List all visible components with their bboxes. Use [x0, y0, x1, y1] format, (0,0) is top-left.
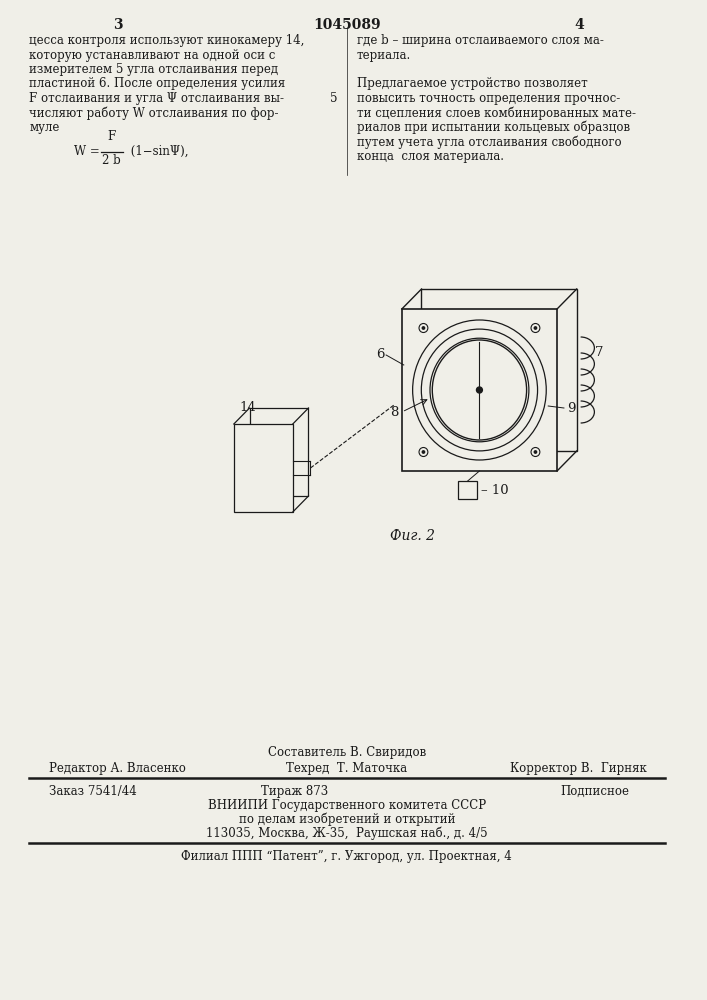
Text: ВНИИПИ Государственного комитета СССР: ВНИИПИ Государственного комитета СССР [208, 799, 486, 812]
Text: путем учета угла отслаивания свободного: путем учета угла отслаивания свободного [356, 135, 621, 149]
Text: цесса контроля используют кинокамеру 14,: цесса контроля используют кинокамеру 14, [30, 34, 305, 47]
Text: 5: 5 [330, 92, 338, 105]
Text: Редактор А. Власенко: Редактор А. Власенко [49, 762, 186, 775]
Text: Подписное: Подписное [560, 785, 629, 798]
Text: 14: 14 [240, 401, 257, 414]
Bar [234, 424, 293, 512]
Text: 6: 6 [375, 349, 384, 361]
Text: Фиг. 2: Фиг. 2 [390, 529, 435, 543]
Circle shape [534, 327, 537, 329]
Text: 113035, Москва, Ж-35,  Раушская наб., д. 4/5: 113035, Москва, Ж-35, Раушская наб., д. … [206, 827, 488, 840]
Text: F: F [107, 130, 115, 143]
Circle shape [422, 327, 425, 329]
Text: 8: 8 [390, 406, 399, 418]
Text: Составитель В. Свиридов: Составитель В. Свиридов [268, 746, 426, 759]
Text: 9: 9 [567, 401, 575, 414]
Text: 2 b: 2 b [102, 154, 120, 167]
Text: числяют работу W отслаивания по фор-: числяют работу W отслаивания по фор- [30, 106, 279, 120]
Text: 3: 3 [113, 18, 123, 32]
Ellipse shape [432, 340, 527, 440]
Text: (1−sinΨ),: (1−sinΨ), [127, 145, 188, 158]
Text: где b – ширина отслаиваемого слоя ма-: где b – ширина отслаиваемого слоя ма- [356, 34, 604, 47]
Text: 7: 7 [595, 346, 603, 359]
Text: 1045089: 1045089 [313, 18, 380, 32]
Text: Предлагаемое устройство позволяет: Предлагаемое устройство позволяет [356, 78, 588, 91]
Text: Филиал ППП “Патент”, г. Ужгород, ул. Проектная, 4: Филиал ППП “Патент”, г. Ужгород, ул. Про… [182, 850, 512, 863]
Circle shape [422, 451, 425, 453]
Bar [421, 289, 577, 451]
Text: по делам изобретений и открытий: по делам изобретений и открытий [238, 813, 455, 826]
Text: измерителем 5 угла отслаивания перед: измерителем 5 угла отслаивания перед [30, 63, 279, 76]
Circle shape [477, 387, 482, 393]
Text: Заказ 7541/44: Заказ 7541/44 [49, 785, 137, 798]
Text: – 10: – 10 [481, 484, 509, 496]
Bar [458, 481, 477, 499]
Text: териала.: териала. [356, 48, 411, 62]
Text: Техред  Т. Маточка: Техред Т. Маточка [286, 762, 407, 775]
Text: ти сцепления слоев комбинированных мате-: ти сцепления слоев комбинированных мате- [356, 106, 636, 120]
Text: риалов при испытании кольцевых образцов: риалов при испытании кольцевых образцов [356, 121, 630, 134]
Circle shape [534, 451, 537, 453]
Text: пластиной 6. После определения усилия: пластиной 6. После определения усилия [30, 78, 286, 91]
Text: 4: 4 [575, 18, 585, 32]
Text: Корректор В.  Гирняк: Корректор В. Гирняк [510, 762, 646, 775]
Text: W =: W = [74, 145, 103, 158]
Bar [402, 309, 557, 471]
Text: конца  слоя материала.: конца слоя материала. [356, 150, 503, 163]
Bar [250, 408, 308, 496]
Text: Тираж 873: Тираж 873 [261, 785, 328, 798]
Text: F отслаивания и угла Ψ отслаивания вы-: F отслаивания и угла Ψ отслаивания вы- [30, 92, 284, 105]
Text: муле: муле [30, 121, 60, 134]
Text: которую устанавливают на одной оси с: которую устанавливают на одной оси с [30, 48, 276, 62]
Text: повысить точность определения прочнос-: повысить точность определения прочнос- [356, 92, 620, 105]
